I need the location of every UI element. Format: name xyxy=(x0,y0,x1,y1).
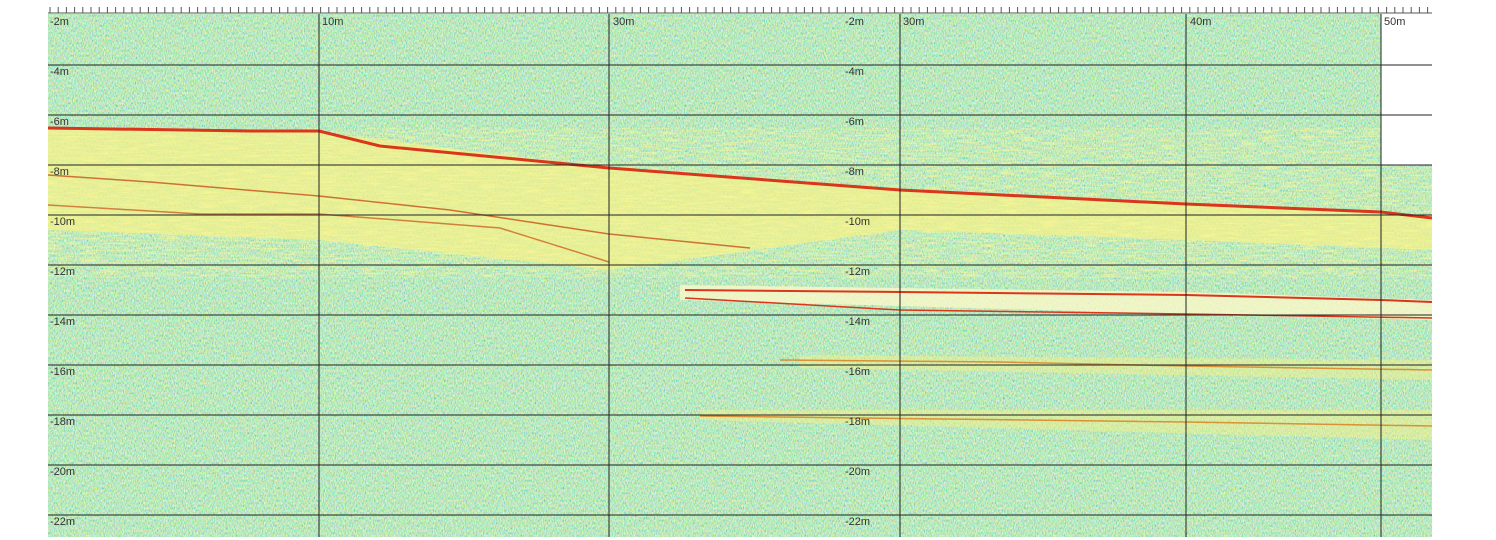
distance-label: -2m xyxy=(845,16,864,28)
top-ruler xyxy=(48,7,1432,14)
depth-label: -20m xyxy=(845,466,870,478)
depth-label: -6m xyxy=(845,116,864,128)
depth-label: -22m xyxy=(845,516,870,528)
distance-label: 10m xyxy=(322,16,343,28)
depth-label: -4m xyxy=(50,66,69,78)
distance-label: 40m xyxy=(1190,16,1211,28)
depth-label: -16m xyxy=(50,366,75,378)
depth-label: -14m xyxy=(50,316,75,328)
depth-label: -4m xyxy=(845,66,864,78)
depth-label: -8m xyxy=(50,166,69,178)
distance-label: 30m xyxy=(903,16,924,28)
depth-label: -20m xyxy=(50,466,75,478)
depth-label: -10m xyxy=(50,216,75,228)
depth-label: -10m xyxy=(845,216,870,228)
depth-label: -16m xyxy=(845,366,870,378)
distance-label: 50m xyxy=(1384,16,1405,28)
depth-label: -12m xyxy=(50,266,75,278)
depth-label: -18m xyxy=(50,416,75,428)
distance-label: 30m xyxy=(613,16,634,28)
distance-labels: -2m 10m 30m -2m 30m 40m 50m xyxy=(50,16,1405,28)
depth-label: -8m xyxy=(845,166,864,178)
depth-labels: -4m -6m -8m -10m -12m -14m -16m -18m -20m -22m -4m… xyxy=(50,66,870,528)
radar-data xyxy=(48,14,1432,537)
grid xyxy=(48,14,1432,537)
depth-label: -22m xyxy=(50,516,75,528)
distance-label: -2m xyxy=(50,16,69,28)
depth-label: -6m xyxy=(50,116,69,128)
depth-label: -12m xyxy=(845,266,870,278)
depth-label: -18m xyxy=(845,416,870,428)
depth-label: -14m xyxy=(845,316,870,328)
